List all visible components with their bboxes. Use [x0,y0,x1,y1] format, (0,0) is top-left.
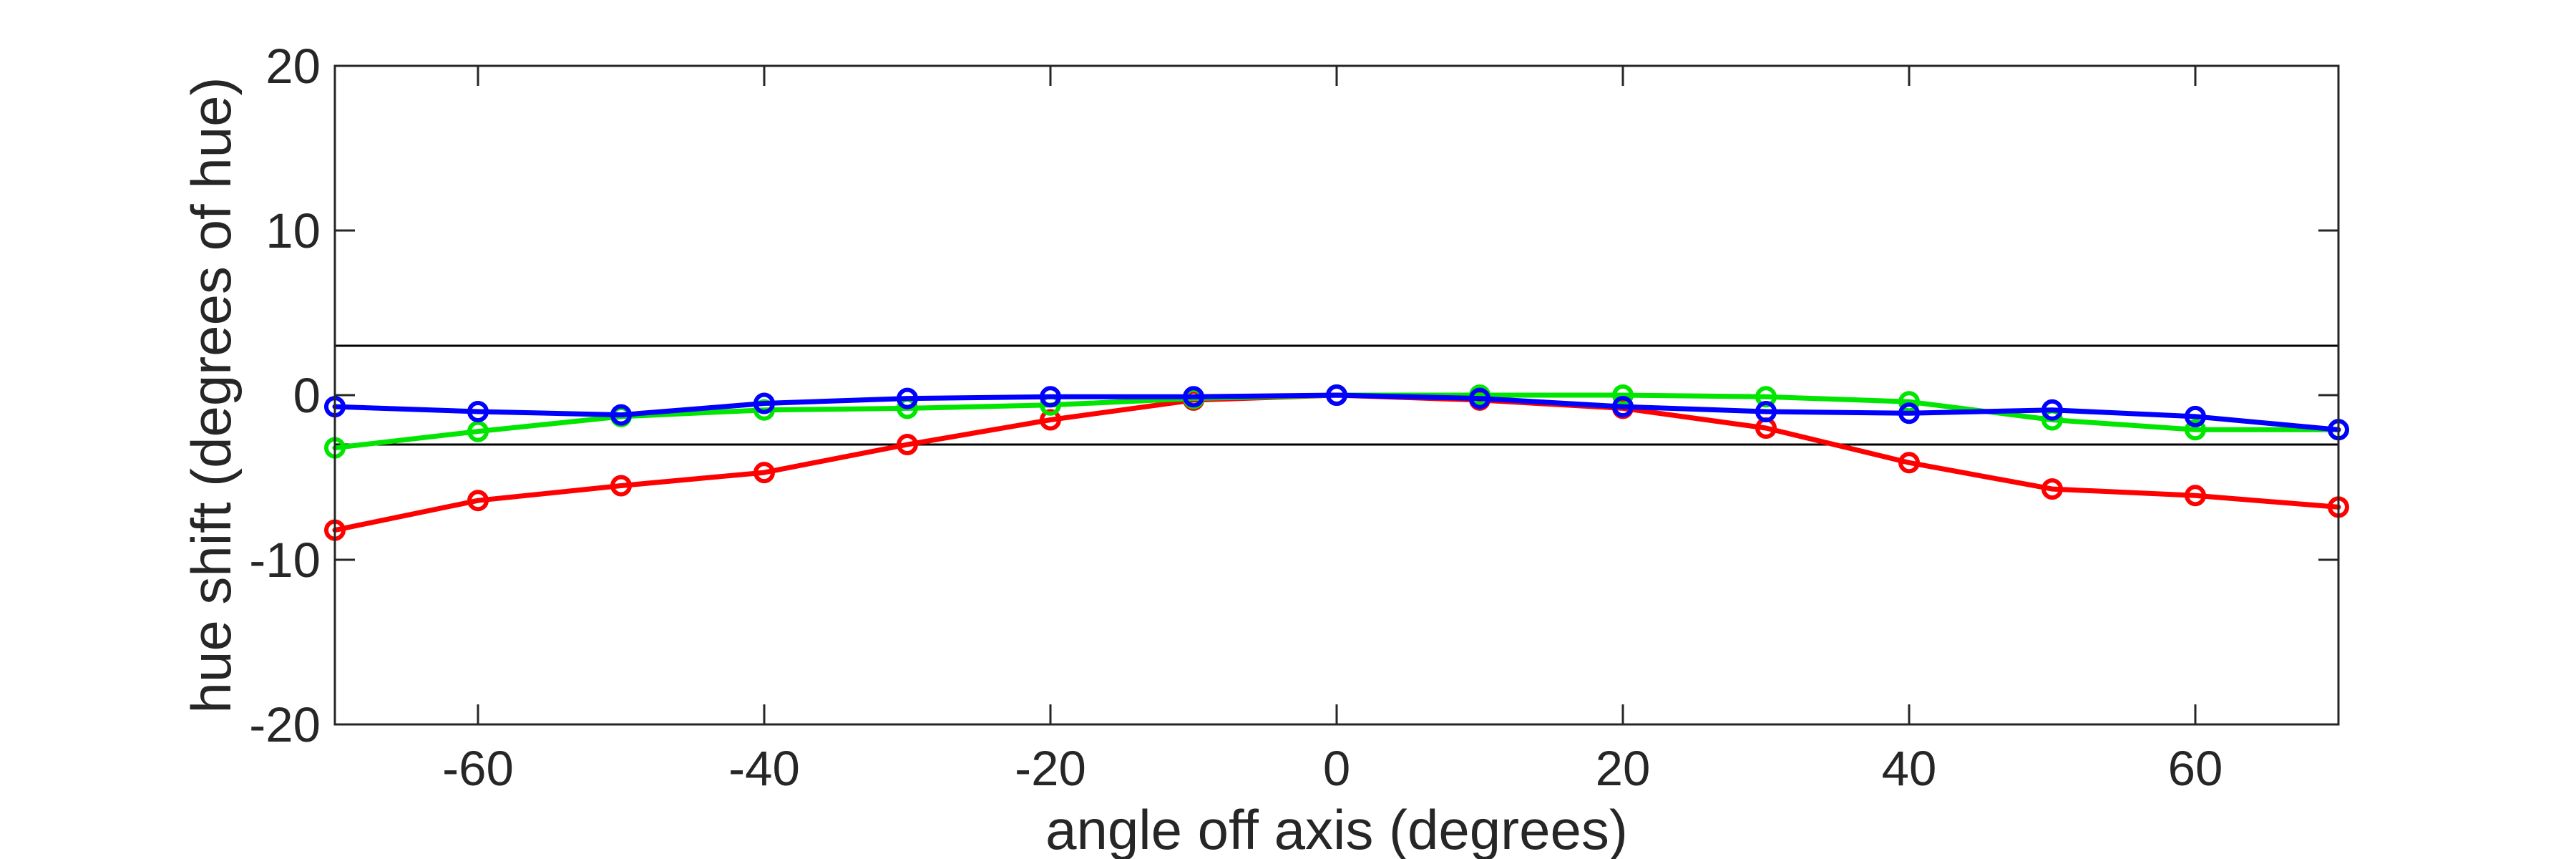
x-tick-label: 60 [2168,741,2223,796]
x-tick-label: 40 [1882,741,1937,796]
data-point [753,462,775,484]
data-point [1898,402,1920,424]
x-tick-label: -60 [442,741,514,796]
data-point [467,401,489,422]
y-tick-label: 20 [265,39,321,94]
y-tick-label: -10 [249,533,321,588]
data-point [897,434,918,455]
data-point [1612,384,1634,406]
data-point [2041,399,2063,421]
data-point [1040,409,1061,431]
y-tick-label: 0 [293,368,321,423]
y-axis-label: hue shift (degrees of hue) [180,77,243,714]
y-axis-ticks: -20 -10 0 10 20 [249,39,2338,752]
data-point [2185,419,2206,441]
data-point [2185,485,2206,507]
data-point [467,420,489,442]
x-tick-label: -20 [1015,741,1086,796]
data-point [1898,391,1920,413]
data-point [2185,405,2206,427]
x-axis-label: angle off axis (degrees) [1045,798,1628,859]
data-point [610,404,632,426]
reference-lines [335,344,2338,446]
x-tick-label: 0 [1323,741,1350,796]
x-tick-label: -40 [728,741,800,796]
data-point [610,475,632,497]
series-layer [324,384,2349,541]
data-point [1612,396,1634,418]
data-point [897,387,918,409]
data-point [1469,387,1491,409]
data-point [1755,386,1777,408]
series-3 [324,384,2349,441]
series-line [332,392,2341,432]
data-point [1898,452,1920,474]
y-tick-label: 10 [265,203,321,258]
data-point [1040,386,1061,408]
data-point [2041,478,2063,500]
x-axis-ticks: -60 -40 -20 0 20 40 60 [442,66,2223,796]
data-point [1183,386,1204,408]
data-point [1326,384,1347,406]
y-tick-label: -20 [249,697,321,752]
data-point [1755,401,1777,422]
x-tick-label: 20 [1596,741,1651,796]
data-point [753,392,775,414]
data-point [467,490,489,512]
